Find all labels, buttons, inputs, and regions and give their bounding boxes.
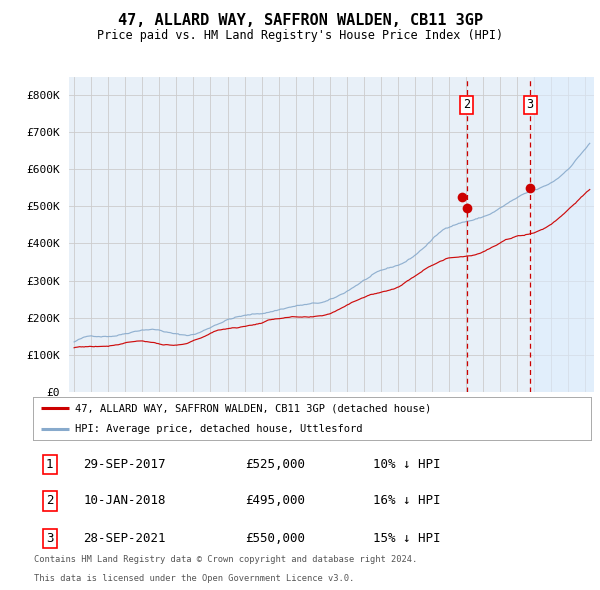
Text: HPI: Average price, detached house, Uttlesford: HPI: Average price, detached house, Uttl… — [75, 424, 362, 434]
Text: 3: 3 — [46, 532, 53, 545]
Text: 16% ↓ HPI: 16% ↓ HPI — [373, 494, 441, 507]
Bar — [533, 77, 594, 392]
Text: 10-JAN-2018: 10-JAN-2018 — [83, 494, 166, 507]
Text: Contains HM Land Registry data © Crown copyright and database right 2024.: Contains HM Land Registry data © Crown c… — [34, 555, 418, 563]
Text: 10% ↓ HPI: 10% ↓ HPI — [373, 458, 441, 471]
Text: 47, ALLARD WAY, SAFFRON WALDEN, CB11 3GP (detached house): 47, ALLARD WAY, SAFFRON WALDEN, CB11 3GP… — [75, 403, 431, 413]
Text: 2: 2 — [46, 494, 53, 507]
Text: 1: 1 — [46, 458, 53, 471]
Text: £495,000: £495,000 — [245, 494, 305, 507]
Text: This data is licensed under the Open Government Licence v3.0.: This data is licensed under the Open Gov… — [34, 573, 355, 582]
Text: 3: 3 — [527, 99, 533, 112]
Text: Price paid vs. HM Land Registry's House Price Index (HPI): Price paid vs. HM Land Registry's House … — [97, 30, 503, 42]
Text: 28-SEP-2021: 28-SEP-2021 — [83, 532, 166, 545]
Text: 29-SEP-2017: 29-SEP-2017 — [83, 458, 166, 471]
Text: 47, ALLARD WAY, SAFFRON WALDEN, CB11 3GP: 47, ALLARD WAY, SAFFRON WALDEN, CB11 3GP — [118, 13, 482, 28]
Text: 15% ↓ HPI: 15% ↓ HPI — [373, 532, 441, 545]
Text: £550,000: £550,000 — [245, 532, 305, 545]
Text: 2: 2 — [463, 99, 470, 112]
Text: £525,000: £525,000 — [245, 458, 305, 471]
